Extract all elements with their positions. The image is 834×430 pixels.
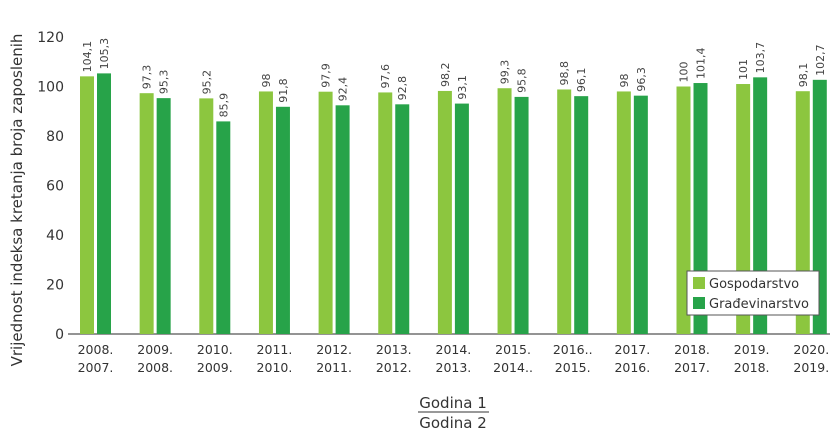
x-axis-ticks: 2008. 2007. 2009. 2008. 2010. 2009. 2011. 2010.… [78,342,830,375]
bar-graevinarstvo-4 [335,105,350,334]
data-label: 103,7 [754,42,767,74]
data-label: 96,3 [635,67,648,92]
x-tick-label-year1: 2015. [495,342,531,357]
x-tick-label-year2: 2008. [137,360,173,375]
x-tick-label-year1: 2014. [436,342,472,357]
data-label: 93,1 [456,75,469,100]
data-label: 98,2 [439,62,452,87]
bar-graevinarstvo-11 [753,77,768,334]
bar-graevinarstvo-1 [156,98,171,334]
bar-gospodarstvo-3 [258,91,273,334]
data-label: 99,3 [499,60,512,85]
bar-gospodarstvo-2 [199,98,214,334]
bar-gospodarstvo-7 [497,88,512,334]
x-tick-label-year1: 2010. [197,342,233,357]
x-tick-label-year1: 2018. [674,342,710,357]
y-tick-label: 80 [46,129,64,145]
bar-graevinarstvo-0 [97,73,111,334]
bar-graevinarstvo-5 [395,104,410,334]
data-label: 98 [260,73,273,87]
bar-gospodarstvo-8 [557,89,572,334]
bar-graevinarstvo-9 [633,95,648,334]
bar-gospodarstvo-4 [318,91,333,334]
bar-gospodarstvo-0 [80,76,94,334]
legend-label-gradevinarstvo: Građevinarstvo [709,297,809,312]
x-tick-label-year1: 2020. [793,342,829,357]
y-tick-label: 120 [37,30,64,46]
y-tick-label: 60 [46,179,64,195]
bar-graevinarstvo-8 [574,96,589,334]
x-axis-title: Godina 1 Godina 2 [418,394,489,430]
data-label: 97,3 [141,65,154,90]
legend-label-gospodarstvo: Gospodarstvo [709,277,799,292]
data-label: 92,8 [396,76,409,101]
y-tick-label: 100 [37,80,64,96]
x-tick-label-year2: 2015. [555,360,591,375]
data-label: 95,8 [516,68,529,93]
data-label: 98,1 [797,63,810,88]
data-label: 97,6 [379,64,392,89]
data-label: 85,9 [217,93,230,118]
data-label: 95,2 [200,70,213,95]
data-label: 96,1 [575,68,588,93]
x-tick-label-year2: 2014.. [493,360,533,375]
y-axis-ticks: 0 20 40 60 80 100 120 [37,30,64,343]
x-axis-title-bottom: Godina 2 [419,414,487,430]
x-tick-label-year2: 2007. [78,360,114,375]
y-tick-label: 0 [55,327,64,343]
data-label: 104,1 [81,41,94,73]
data-label: 95,3 [158,70,171,95]
x-tick-label-year1: 2009. [137,342,173,357]
bar-gospodarstvo-9 [616,91,631,334]
data-label: 92,4 [337,77,350,102]
data-label: 98,8 [558,61,571,86]
legend-swatch-gospodarstvo [693,277,705,289]
x-tick-label-year2: 2012. [376,360,412,375]
bar-graevinarstvo-12 [812,79,827,334]
bar-graevinarstvo-3 [275,106,290,334]
bar-gospodarstvo-1 [139,93,154,335]
y-tick-label: 20 [46,278,64,294]
bar-graevinarstvo-2 [216,121,231,335]
data-label: 105,3 [98,38,111,70]
data-label: 102,7 [814,44,827,76]
value-labels: 104,1 105,3 97,3 95,3 95,2 85,9 98 91,8 97,9 92,4… [81,38,827,118]
x-axis-title-top: Godina 1 [419,394,487,412]
x-tick-label-year2: 2019. [793,360,829,375]
data-label: 97,9 [320,63,333,88]
x-tick-label-year2: 2010. [257,360,293,375]
data-label: 100 [678,62,691,83]
data-label: 91,8 [277,78,290,103]
y-tick-label: 40 [46,228,64,244]
data-label: 98 [618,73,631,87]
x-tick-label-year2: 2009. [197,360,233,375]
x-tick-label-year1: 2019. [734,342,770,357]
x-tick-label-year1: 2008. [78,342,114,357]
x-tick-label-year1: 2012. [316,342,352,357]
x-tick-label-year1: 2013. [376,342,412,357]
legend: Gospodarstvo Građevinarstvo [686,270,820,316]
x-tick-label-year2: 2016. [614,360,650,375]
x-tick-label-year1: 2017. [614,342,650,357]
x-tick-label-year2: 2011. [316,360,352,375]
bar-gospodarstvo-5 [378,92,393,334]
data-label: 101,4 [695,48,708,80]
x-tick-label-year2: 2017. [674,360,710,375]
x-tick-label-year2: 2013. [436,360,472,375]
bar-graevinarstvo-6 [454,103,469,334]
y-axis-label: Vrijednost indeksa kretanja broja zaposl… [8,34,26,367]
x-tick-label-year1: 2011. [257,342,293,357]
x-tick-label-year1: 2016.. [553,342,593,357]
legend-swatch-gradevinarstvo [693,297,705,309]
bar-graevinarstvo-7 [514,96,529,335]
bar-gospodarstvo-6 [437,90,452,334]
x-tick-label-year2: 2018. [734,360,770,375]
data-label: 101 [737,59,750,80]
legend-box [686,270,820,316]
